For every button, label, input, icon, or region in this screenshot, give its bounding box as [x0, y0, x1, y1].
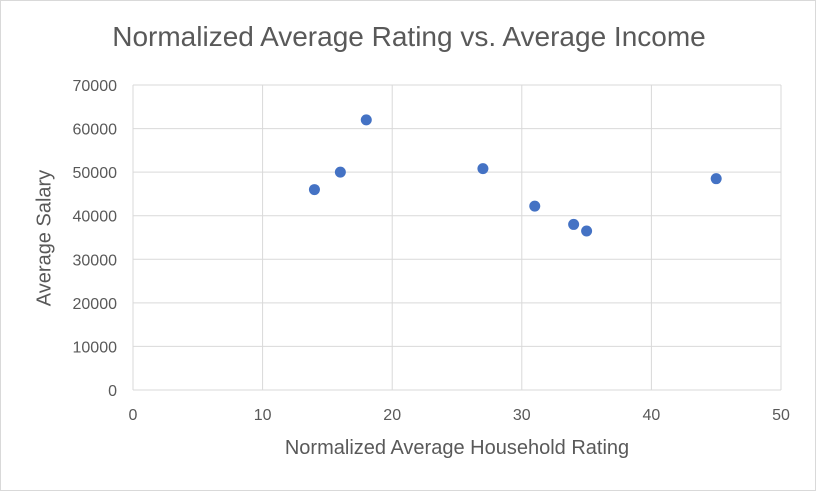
- data-point: [308, 184, 320, 196]
- x-tick-label: 20: [383, 407, 401, 424]
- x-tick-labels: 0 10 20 30 40 50: [129, 407, 790, 424]
- x-tick-label: 40: [643, 407, 661, 424]
- data-point: [581, 225, 593, 237]
- x-tick-label: 0: [129, 407, 138, 424]
- y-tick-label: 50000: [73, 165, 118, 182]
- x-tick-label: 50: [772, 407, 790, 424]
- data-point: [360, 114, 372, 126]
- gridlines: [132, 84, 782, 391]
- data-point: [477, 163, 489, 175]
- x-tick-label: 10: [254, 407, 272, 424]
- x-axis-title: Normalized Average Household Rating: [284, 437, 630, 459]
- y-axis-title: Average Salary: [33, 169, 56, 307]
- y-tick-label: 40000: [73, 209, 118, 226]
- y-tick-label: 30000: [73, 252, 118, 269]
- y-tick-labels: 0 10000 20000 30000 40000 50000 60000 70000: [73, 78, 118, 400]
- y-tick-label: 20000: [73, 296, 118, 313]
- y-tick-label: 60000: [73, 122, 118, 139]
- data-point: [568, 218, 580, 230]
- data-point: [334, 166, 346, 178]
- data-points: [308, 114, 722, 237]
- chart-title: Normalized Average Rating vs. Average In…: [112, 21, 706, 52]
- data-point: [710, 173, 722, 185]
- data-point: [529, 200, 541, 212]
- y-tick-label: 70000: [73, 78, 118, 95]
- y-tick-label: 10000: [73, 339, 118, 356]
- x-tick-label: 30: [513, 407, 531, 424]
- y-tick-label: 0: [108, 383, 117, 400]
